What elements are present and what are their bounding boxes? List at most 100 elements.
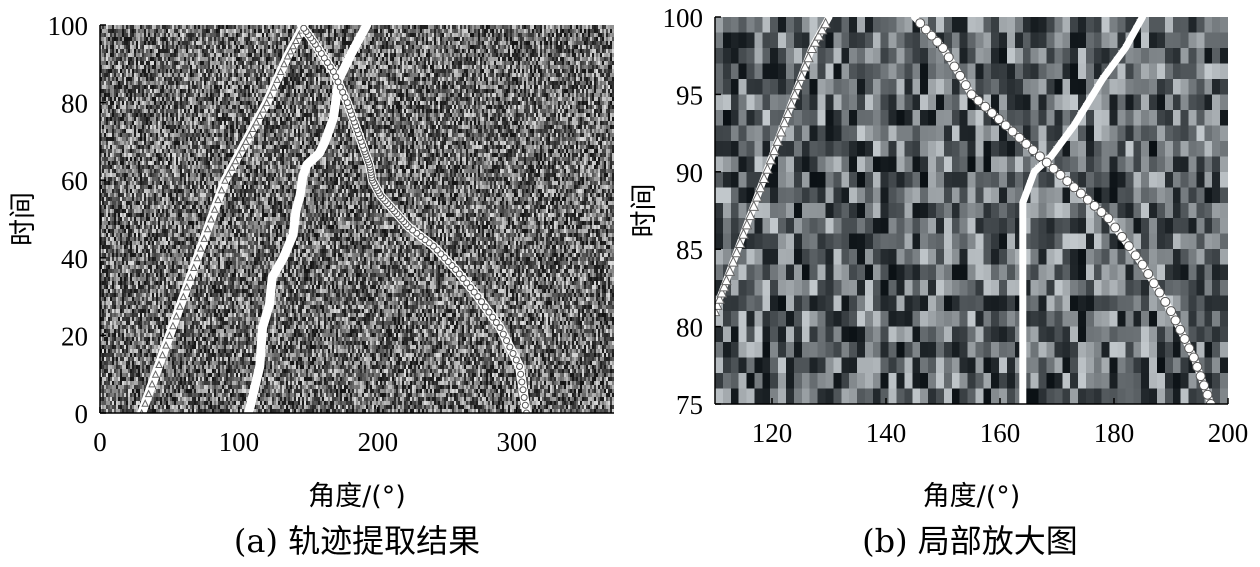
trajectory-marker-3 — [506, 343, 514, 351]
trajectory-marker-2: * — [1020, 205, 1026, 219]
trajectory-marker-1 — [214, 195, 222, 204]
chart-a: 0 100 200 300 0 20 40 60 80 100 角度/(°) 时间 (a) 轨迹提取结果 — [8, 11, 614, 560]
trajectory-marker-2: * — [1020, 214, 1026, 228]
trajectory-marker-1 — [731, 246, 742, 258]
trajectory-marker-1 — [820, 17, 831, 29]
trajectory-marker-3 — [519, 386, 527, 394]
trajectory-marker-3 — [949, 61, 960, 72]
trajectory-marker-1 — [207, 214, 215, 223]
trajectory-marker-1 — [280, 59, 288, 68]
trajectory-marker-3 — [1166, 306, 1176, 317]
x-tick-label: 180 — [1094, 418, 1135, 448]
panel-caption: (a) 轨迹提取结果 — [234, 522, 480, 560]
trajectory-marker-3 — [1137, 259, 1148, 270]
trajectory-marker-3 — [1205, 399, 1216, 404]
y-tick-label: 100 — [663, 3, 704, 33]
trajectory-marker-2: * — [1020, 242, 1026, 256]
trajectory-marker-1 — [210, 205, 219, 213]
x-tick-label: 200 — [358, 427, 399, 457]
panel-a: 0 100 200 300 0 20 40 60 80 100 角度/(°) 时间 (a) 轨迹提取结果 — [8, 11, 614, 560]
y-tick-label: 75 — [676, 390, 703, 420]
chart-b: ****************************************… — [630, 3, 1248, 560]
trajectory-marker-3 — [1179, 333, 1190, 344]
trajectory-marker-2: * — [1094, 81, 1100, 95]
trajectory-marker-3 — [459, 274, 467, 282]
y-tick-label: 85 — [676, 235, 703, 265]
trajectory-marker-3 — [987, 107, 998, 118]
trajectory-marker-1 — [144, 389, 153, 398]
trajectory-marker-3 — [1123, 241, 1134, 252]
noise-background — [715, 17, 1228, 404]
trajectory-marker-3 — [1075, 188, 1086, 199]
trajectory-marker-1 — [745, 209, 756, 221]
trajectory-marker-3 — [1082, 194, 1093, 205]
trajectory-marker-1 — [255, 111, 264, 120]
trajectory-marker-2: * — [1048, 149, 1054, 163]
trajectory-marker-3 — [1028, 145, 1039, 156]
trajectory-marker-3 — [915, 18, 926, 29]
trajectory-marker-1 — [172, 311, 181, 320]
trajectory-marker-3 — [920, 24, 931, 35]
trajectory-marker-2: * — [1077, 109, 1083, 123]
trajectory-marker-1 — [796, 70, 807, 81]
trajectory-marker-3 — [1184, 343, 1195, 354]
trajectory-marker-1 — [724, 265, 736, 276]
trajectory-marker-3 — [1007, 126, 1018, 137]
trajectory-marker-3 — [1148, 278, 1159, 289]
trajectory-marker-3 — [1188, 352, 1199, 363]
trajectory-marker-2: * — [1053, 143, 1059, 157]
trajectory-marker-2: * — [1029, 171, 1035, 185]
trajectory-marker-2: * — [1088, 90, 1094, 104]
trajectory-marker-2: * — [1020, 273, 1026, 287]
trajectory-marker-1 — [786, 98, 797, 109]
trajectory-marker-1 — [238, 143, 247, 152]
trajectory-marker-3 — [1154, 287, 1165, 298]
trajectory-marker-2: * — [1022, 190, 1028, 204]
trajectory-marker-3 — [463, 279, 471, 287]
y-tick-label: 95 — [676, 80, 703, 110]
trajectory-marker-1 — [259, 104, 268, 113]
trajectory-marker-2: * — [1020, 304, 1026, 318]
trajectory-marker-1 — [158, 350, 167, 359]
trajectory-marker-1 — [294, 31, 303, 39]
trajectory-marker-1 — [789, 88, 801, 100]
trajectory-marker-1 — [193, 253, 202, 262]
trajectory-marker-2: * — [1020, 397, 1026, 411]
trajectory-marker-2: * — [1038, 159, 1044, 173]
trajectory-marker-1 — [738, 228, 749, 239]
trajectory-marker-3 — [1096, 207, 1107, 218]
trajectory-marker-1 — [196, 243, 205, 252]
trajectory-marker-1 — [231, 156, 240, 165]
trajectory-marker-2: * — [1020, 224, 1026, 238]
trajectory-marker-2: * — [1020, 366, 1026, 380]
trajectory-marker-3 — [492, 318, 500, 326]
trajectory-marker-3 — [938, 42, 948, 53]
trajectory-marker-1 — [716, 286, 728, 298]
x-tick-label: 100 — [219, 427, 260, 457]
trajectory-marker-3 — [1175, 324, 1186, 335]
trajectory-marker-1 — [292, 36, 300, 45]
y-tick-label: 0 — [75, 399, 89, 429]
y-tick-label: 100 — [48, 11, 89, 41]
trajectory-marker-1 — [266, 90, 274, 99]
trajectory-marker-1 — [721, 274, 732, 286]
trajectory-line-2 — [244, 25, 372, 413]
trajectory-marker-3 — [489, 313, 497, 321]
x-tick-label: 0 — [93, 427, 107, 457]
trajectory-marker-3 — [470, 288, 478, 296]
trajectory-marker-3 — [481, 303, 489, 311]
trajectory-marker-1 — [734, 237, 746, 249]
trajectory-marker-3 — [516, 362, 524, 370]
trajectory-marker-3 — [455, 270, 463, 278]
trajectory-marker-3 — [1130, 250, 1141, 261]
trajectory-marker-1 — [768, 144, 780, 156]
trajectory-marker-1 — [252, 117, 261, 126]
trajectory-marker-2: * — [1071, 118, 1077, 132]
trajectory-marker-1 — [813, 29, 825, 41]
trajectory-marker-2: * — [1083, 100, 1089, 114]
trajectory-marker-1 — [176, 302, 184, 310]
trajectory-marker-1 — [273, 75, 281, 83]
x-tick-label: 160 — [980, 418, 1021, 448]
trajectory-marker-3 — [1110, 222, 1121, 233]
trajectory-marker-3 — [1034, 151, 1045, 162]
